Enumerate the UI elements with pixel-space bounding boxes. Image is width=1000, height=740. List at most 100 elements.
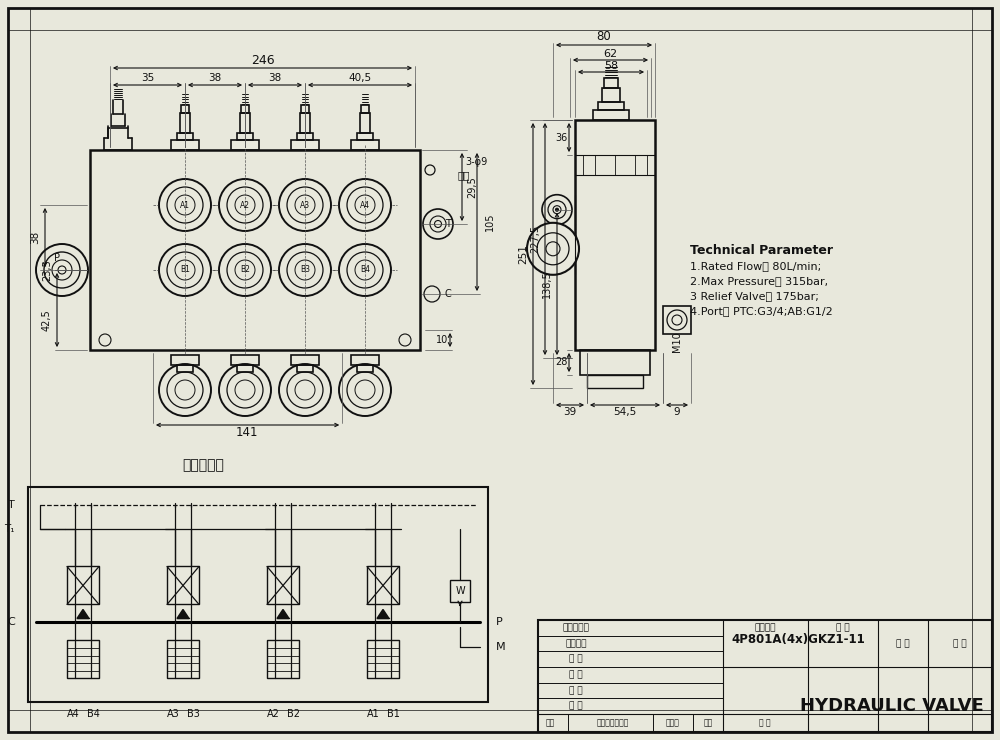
Bar [167,640,199,679]
Text: A3: A3 [300,201,310,209]
Bar [450,580,470,602]
Text: 54,5: 54,5 [613,407,637,417]
Circle shape [546,242,560,256]
Text: 141: 141 [236,425,258,439]
Text: C: C [7,617,15,628]
Text: A2: A2 [240,201,250,209]
Bar [361,105,369,113]
Bar [237,133,253,140]
Bar [575,120,655,350]
Text: 设 计: 设 计 [569,702,583,710]
Circle shape [553,206,561,214]
Text: 105: 105 [485,213,495,231]
Text: 80: 80 [597,30,611,44]
Text: B1: B1 [180,266,190,275]
Text: 图样标记: 图样标记 [755,624,776,633]
Circle shape [430,216,446,232]
Text: 227,5: 227,5 [530,225,540,253]
Bar [357,133,373,140]
Bar [231,140,259,150]
Text: 液压原理图: 液压原理图 [182,458,224,472]
Text: P: P [54,253,60,263]
Text: P: P [496,617,503,628]
Text: 日期: 日期 [703,719,713,727]
Polygon shape [277,610,289,619]
Bar [171,140,199,150]
Text: A4: A4 [67,709,79,719]
Text: M: M [496,642,506,653]
Text: 35: 35 [141,73,154,83]
Circle shape [399,334,411,346]
Circle shape [542,195,572,225]
Text: 29,5: 29,5 [467,176,477,198]
Circle shape [44,252,80,288]
Text: A2: A2 [267,709,279,719]
Text: 38: 38 [268,73,282,83]
Bar [538,620,992,732]
Circle shape [99,334,111,346]
Text: B2: B2 [240,266,250,275]
Text: 共 来: 共 来 [896,639,910,648]
Circle shape [52,260,72,280]
Bar [351,140,379,150]
Text: 3 Relief Valve： 175bar;: 3 Relief Valve： 175bar; [690,291,819,301]
Text: 42,5: 42,5 [42,309,52,331]
Circle shape [667,310,687,330]
Text: B2: B2 [287,709,300,719]
Text: T: T [8,500,15,510]
Text: 重 量: 重 量 [836,624,850,633]
Text: 246: 246 [251,53,274,67]
Bar [351,355,379,365]
Text: T₁: T₁ [5,524,15,534]
Text: 23,5: 23,5 [42,259,52,281]
Text: T: T [445,219,451,229]
Bar [267,640,299,679]
Text: A3: A3 [167,709,179,719]
Bar [28,487,488,702]
Bar [177,133,193,140]
Bar [241,105,249,113]
Text: Technical Parameter: Technical Parameter [690,243,833,257]
Bar [90,150,420,350]
Bar [177,365,193,372]
Text: 2.Max Pressure： 315bar,: 2.Max Pressure： 315bar, [690,276,828,286]
Bar [602,88,620,102]
Bar [181,105,189,113]
Polygon shape [177,610,189,619]
Bar [167,566,199,605]
Text: 40,5: 40,5 [348,73,372,83]
Text: M10: M10 [672,332,682,352]
Text: B3: B3 [187,709,199,719]
Text: 251: 251 [518,244,528,264]
Text: B3: B3 [300,266,310,275]
Circle shape [548,201,566,219]
Polygon shape [377,610,389,619]
Text: 62: 62 [603,49,618,59]
Bar [604,78,618,88]
Bar [291,140,319,150]
Text: 4P801A(4x)GKZ1-11: 4P801A(4x)GKZ1-11 [731,633,865,646]
Text: 4.Port： PTC:G3/4;AB:G1/2: 4.Port： PTC:G3/4;AB:G1/2 [690,306,833,316]
Circle shape [672,315,682,325]
Text: 审 核: 审 核 [759,719,771,727]
Text: 28: 28 [555,357,567,367]
Bar [587,375,643,388]
Text: A4: A4 [360,201,370,209]
Text: W: W [455,586,465,596]
Text: HYDRAULIC VALVE: HYDRAULIC VALVE [800,697,984,715]
Bar [367,640,399,679]
Circle shape [556,208,558,211]
Bar [171,355,199,365]
Circle shape [425,165,435,175]
Bar [598,102,624,110]
Bar [593,110,629,120]
Bar [301,105,309,113]
Text: 38: 38 [208,73,222,83]
Bar [180,113,190,133]
Text: 工艺检查: 工艺检查 [565,639,587,648]
Text: 描 图: 描 图 [569,670,583,679]
Text: B4: B4 [360,266,370,275]
Bar [300,113,310,133]
Text: 9: 9 [674,407,680,417]
Text: 36: 36 [555,133,567,143]
